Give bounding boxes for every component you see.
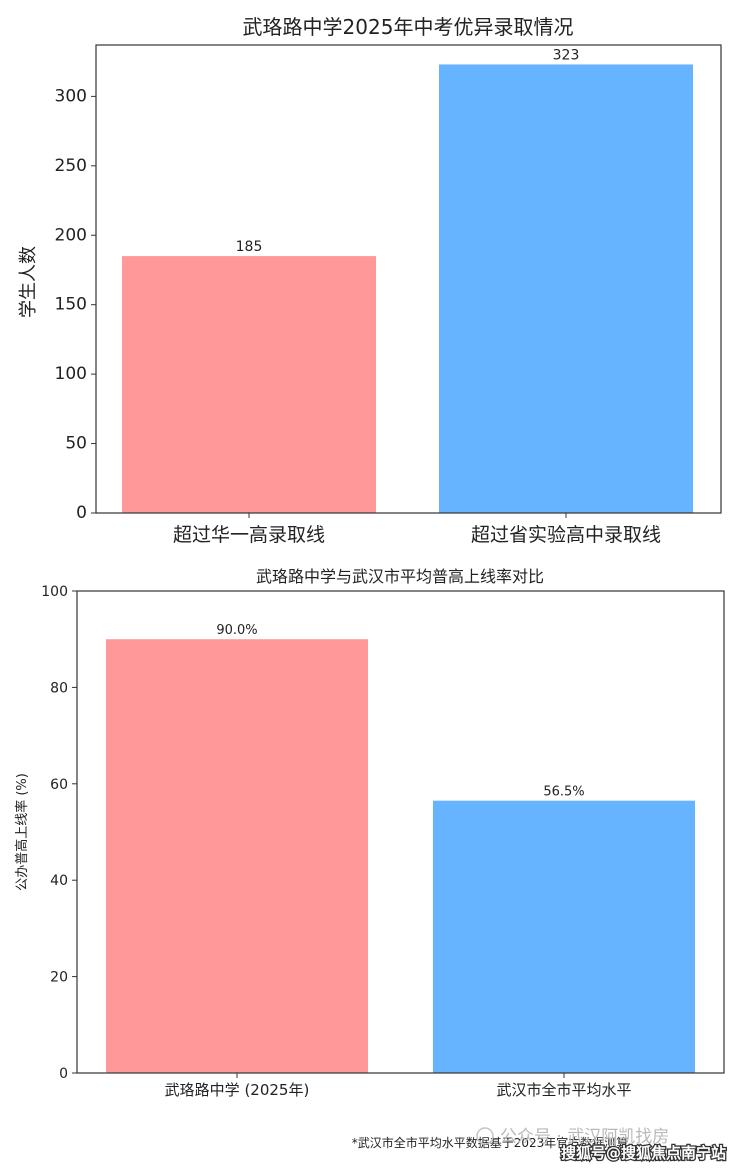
chart-2-ylabel: 公办普高上线率 (%) — [14, 773, 30, 891]
chart-1-title: 武珞路中学2025年中考优异录取情况 — [243, 15, 574, 39]
category-label: 超过华一高录取线 — [173, 524, 325, 546]
y-tick-label: 50 — [65, 434, 87, 454]
y-tick-label: 40 — [50, 873, 68, 889]
bar-1 — [122, 256, 376, 513]
data-label: 323 — [553, 47, 580, 63]
chart-1-bars — [122, 64, 693, 513]
y-tick-label: 80 — [50, 680, 68, 696]
data-label: 56.5% — [543, 785, 584, 800]
chart-1: 武珞路中学2025年中考优异录取情况 学生人数 0 50 100 150 200 250 3… — [18, 15, 722, 546]
y-tick-label: 0 — [76, 503, 87, 523]
watermark-sohu: 搜狐号@搜狐焦点南宁站 — [561, 1144, 726, 1162]
category-label: 武珞路中学 (2025年) — [165, 1081, 310, 1099]
category-label: 超过省实验高中录取线 — [471, 524, 661, 546]
chart-2-plot-frame — [76, 590, 725, 1074]
chart-1-y-ticks: 0 50 100 150 200 250 300 — [55, 86, 96, 523]
bar-1 — [106, 639, 368, 1073]
chart-2: 武珞路中学与武汉市平均普高上线率对比 公办普高上线率 (%) 0 20 40 60 80… — [14, 567, 725, 1099]
chart-1-plot-frame — [95, 44, 722, 514]
y-tick-label: 20 — [50, 970, 68, 986]
chart-2-y-ticks: 0 20 40 60 80 100 — [41, 584, 77, 1082]
chart-2-category-labels: 武珞路中学 (2025年) 武汉市全市平均水平 — [165, 1073, 632, 1099]
chart-1-data-labels: 185 323 — [236, 47, 580, 255]
wechat-icon — [476, 1127, 494, 1145]
data-label: 185 — [236, 239, 263, 255]
data-label: 90.0% — [216, 623, 257, 638]
category-label: 武汉市全市平均水平 — [496, 1081, 631, 1099]
y-tick-label: 250 — [55, 156, 87, 176]
chart-1-category-labels: 超过华一高录取线 超过省实验高中录取线 — [173, 513, 661, 546]
chart-1-ylabel: 学生人数 — [18, 246, 39, 318]
bar-2 — [439, 64, 693, 513]
y-tick-label: 200 — [55, 225, 87, 245]
y-tick-label: 60 — [50, 777, 68, 793]
y-tick-label: 0 — [59, 1066, 68, 1082]
y-tick-label: 150 — [55, 295, 87, 315]
chart-2-title: 武珞路中学与武汉市平均普高上线率对比 — [256, 567, 544, 586]
y-tick-label: 100 — [41, 584, 68, 600]
watermark-wechat-text: 公众号 · 武汉阿凯找房 — [500, 1127, 669, 1147]
chart-2-data-labels: 90.0% 56.5% — [216, 623, 584, 799]
bar-2 — [433, 800, 695, 1073]
watermark-wechat: 公众号 · 武汉阿凯找房 — [476, 1127, 669, 1147]
y-tick-label: 100 — [55, 364, 87, 384]
chart-2-bars — [106, 639, 695, 1073]
y-tick-label: 300 — [55, 86, 87, 106]
